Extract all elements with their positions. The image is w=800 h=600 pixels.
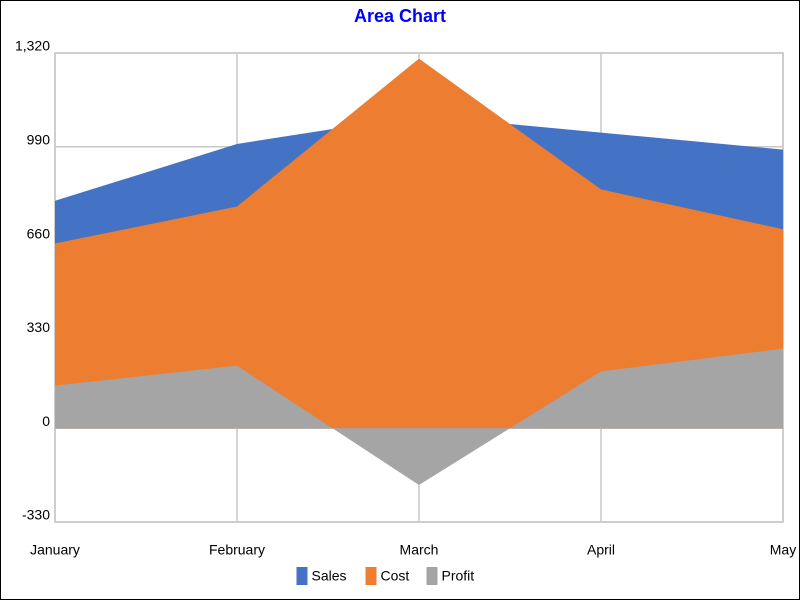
y-tick-label: 1,320 [15, 38, 50, 54]
legend-swatch [296, 567, 308, 585]
chart-title: Area Chart [354, 6, 446, 26]
legend-label: Profit [442, 568, 475, 584]
legend-swatch [426, 567, 438, 585]
y-tick-label: -330 [22, 507, 50, 523]
x-tick-label: February [209, 542, 265, 558]
legend-label: Sales [312, 568, 347, 584]
x-tick-label: April [587, 542, 615, 558]
y-tick-label: 330 [27, 319, 51, 335]
x-tick-label: May [770, 542, 796, 558]
y-tick-label: 0 [42, 413, 50, 429]
x-tick-label: March [400, 542, 439, 558]
area [55, 58, 783, 429]
legend-swatch [365, 567, 377, 585]
legend-label: Cost [381, 568, 410, 584]
x-tick-label: January [30, 542, 80, 558]
area [55, 348, 783, 486]
y-tick-label: 990 [27, 132, 51, 148]
y-tick-label: 660 [27, 225, 51, 241]
